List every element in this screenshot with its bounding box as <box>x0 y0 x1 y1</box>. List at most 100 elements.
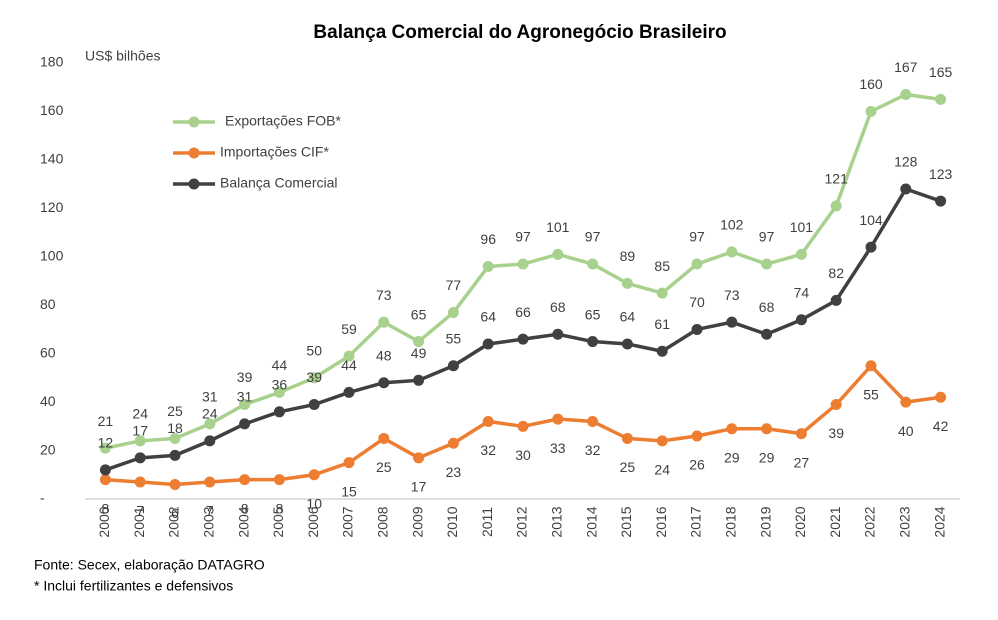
data-point <box>935 391 947 403</box>
x-tick-label: 2022 <box>862 506 878 537</box>
data-point <box>587 336 599 348</box>
x-tick-label: 2019 <box>757 506 773 537</box>
data-label: 6 <box>171 505 179 521</box>
data-label: 12 <box>98 435 114 451</box>
data-point <box>99 464 111 476</box>
legend-label: Importações CIF* <box>220 144 329 160</box>
y-tick-label: 40 <box>40 393 56 409</box>
data-label: 21 <box>98 413 114 429</box>
data-label: 39 <box>237 369 253 385</box>
data-point <box>726 423 738 435</box>
data-point <box>204 418 216 430</box>
data-point <box>239 418 251 430</box>
data-label: 44 <box>341 357 357 373</box>
data-label: 48 <box>376 347 392 363</box>
data-label: 31 <box>237 389 253 405</box>
data-label: 59 <box>341 321 357 337</box>
y-tick-label: 100 <box>40 247 64 263</box>
data-label: 123 <box>929 166 953 182</box>
x-tick-label: 2005 <box>270 506 286 537</box>
x-tick-label: 2017 <box>688 506 704 537</box>
data-point <box>134 476 146 488</box>
data-point <box>552 328 564 340</box>
x-tick-label: 2009 <box>409 506 425 537</box>
data-point <box>378 432 390 444</box>
data-point <box>517 333 529 345</box>
y-tick-label: 20 <box>40 441 56 457</box>
data-point <box>865 360 877 372</box>
data-point <box>935 93 947 105</box>
data-label: 7 <box>136 503 144 519</box>
data-label: 36 <box>272 377 288 393</box>
data-label: 18 <box>167 420 183 436</box>
data-label: 65 <box>411 306 427 322</box>
data-label: 66 <box>515 304 531 320</box>
data-point <box>726 246 738 258</box>
data-point <box>900 88 912 100</box>
data-point <box>239 474 251 486</box>
data-point <box>830 200 842 212</box>
legend-marker <box>188 147 200 159</box>
data-point <box>308 399 320 411</box>
y-axis-label: US$ bilhões <box>85 48 161 64</box>
x-tick-label: 2015 <box>618 506 634 537</box>
data-point <box>587 415 599 427</box>
data-label: 7 <box>206 503 214 519</box>
data-point <box>691 430 703 442</box>
y-tick-label: 60 <box>40 344 56 360</box>
data-label: 97 <box>585 229 601 245</box>
data-label: 101 <box>790 219 814 235</box>
data-point <box>795 428 807 440</box>
data-point <box>343 457 355 469</box>
data-point <box>656 345 668 357</box>
data-label: 8 <box>102 500 110 516</box>
legend-label: Balança Comercial <box>220 175 338 191</box>
data-label: 96 <box>480 231 496 247</box>
data-label: 17 <box>132 423 148 439</box>
data-label: 128 <box>894 154 918 170</box>
data-point <box>621 277 633 289</box>
data-point <box>830 294 842 306</box>
data-point <box>134 435 146 447</box>
data-label: 64 <box>480 309 496 325</box>
data-label: 73 <box>376 287 392 303</box>
data-point <box>413 374 425 386</box>
x-tick-label: 2001 <box>131 506 147 537</box>
data-point <box>517 420 529 432</box>
data-point <box>239 399 251 411</box>
data-label: 32 <box>480 442 496 458</box>
data-label: 24 <box>202 406 218 422</box>
x-tick-label: 2004 <box>235 506 251 537</box>
y-tick-label: - <box>40 490 45 506</box>
x-tick-label: 2012 <box>514 506 530 537</box>
y-tick-label: 80 <box>40 296 56 312</box>
data-label: 68 <box>550 299 566 315</box>
data-label: 25 <box>620 459 636 475</box>
data-label: 64 <box>620 309 636 325</box>
data-label: 8 <box>276 500 284 516</box>
data-point <box>795 248 807 260</box>
data-label: 97 <box>759 229 775 245</box>
data-label: 10 <box>306 495 322 511</box>
data-label: 55 <box>863 386 879 402</box>
x-tick-label: 2003 <box>201 506 217 537</box>
data-point <box>656 287 668 299</box>
data-point <box>343 386 355 398</box>
data-point <box>413 452 425 464</box>
data-point <box>587 258 599 270</box>
x-tick-label: 2010 <box>444 506 460 537</box>
data-label: 24 <box>654 462 670 478</box>
y-tick-label: 140 <box>40 151 64 167</box>
y-tick-label: 180 <box>40 54 64 70</box>
data-point <box>552 413 564 425</box>
data-point <box>830 399 842 411</box>
y-tick-label: 120 <box>40 199 64 215</box>
data-label: 17 <box>411 479 427 495</box>
x-tick-label: 2000 <box>96 506 112 537</box>
x-tick-label: 2006 <box>305 506 321 537</box>
data-label: 101 <box>546 219 570 235</box>
x-tick-label: 2007 <box>340 506 356 537</box>
data-point <box>865 241 877 253</box>
data-point <box>795 314 807 326</box>
